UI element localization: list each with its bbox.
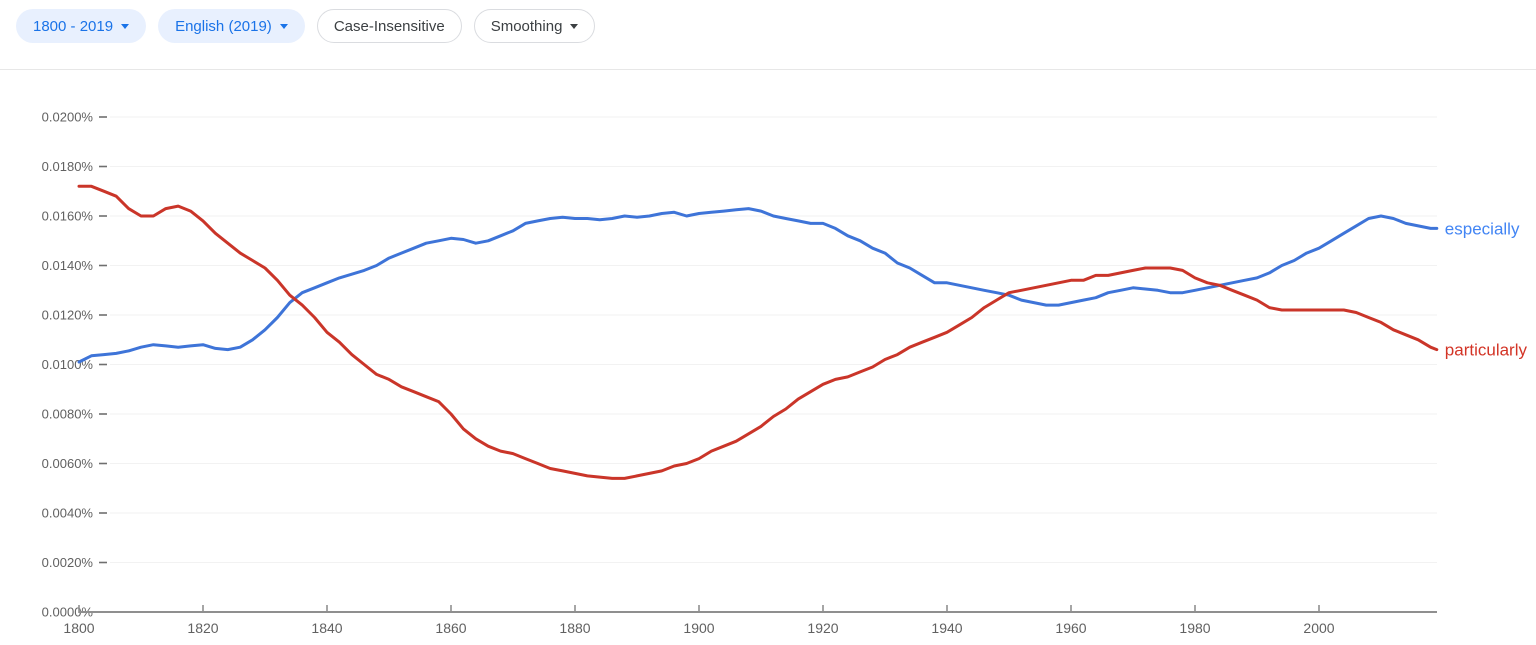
x-tick-label: 1920 — [807, 620, 838, 636]
dropdown-caret-icon — [570, 23, 579, 29]
x-tick-label: 1980 — [1179, 620, 1210, 636]
x-tick-label: 1820 — [187, 620, 218, 636]
y-tick-label: 0.0060% — [42, 456, 94, 471]
y-tick-label: 0.0200% — [42, 110, 94, 125]
toolbar: 1800 - 2019 English (2019) Case-Insensit… — [16, 9, 596, 43]
y-tick-label: 0.0000% — [42, 605, 94, 620]
corpus-button[interactable]: English (2019) — [158, 9, 305, 43]
series-label-particularly[interactable]: particularly — [1445, 341, 1528, 360]
case-insensitive-label: Case-Insensitive — [333, 17, 445, 35]
x-tick-label: 1880 — [559, 620, 590, 636]
series-line-particularly[interactable] — [77, 184, 1439, 480]
x-tick-label: 1940 — [931, 620, 962, 636]
corpus-label: English (2019) — [175, 17, 272, 35]
dropdown-caret-icon — [121, 23, 130, 29]
y-tick-label: 0.0040% — [42, 506, 94, 521]
date-range-button[interactable]: 1800 - 2019 — [16, 9, 147, 43]
toolbar-divider — [0, 69, 1536, 70]
dropdown-caret-icon — [279, 23, 288, 29]
y-tick-label: 0.0180% — [42, 159, 94, 174]
smoothing-button[interactable]: Smoothing — [473, 9, 596, 43]
y-tick-label: 0.0120% — [42, 308, 94, 323]
date-range-label: 1800 - 2019 — [33, 17, 114, 35]
x-tick-label: 1900 — [683, 620, 714, 636]
x-tick-label: 1840 — [311, 620, 342, 636]
x-tick-label: 1860 — [435, 620, 466, 636]
x-tick-label: 2000 — [1303, 620, 1334, 636]
x-tick-label: 1800 — [63, 620, 94, 636]
case-insensitive-button[interactable]: Case-Insensitive — [316, 9, 462, 43]
x-tick-label: 1960 — [1055, 620, 1086, 636]
series-label-especially[interactable]: especially — [1445, 219, 1520, 238]
y-tick-label: 0.0080% — [42, 407, 94, 422]
y-tick-label: 0.0020% — [42, 555, 94, 570]
y-tick-label: 0.0140% — [42, 258, 94, 273]
smoothing-label: Smoothing — [490, 17, 563, 35]
y-tick-label: 0.0160% — [42, 209, 94, 224]
series-line-especially[interactable] — [77, 207, 1439, 364]
